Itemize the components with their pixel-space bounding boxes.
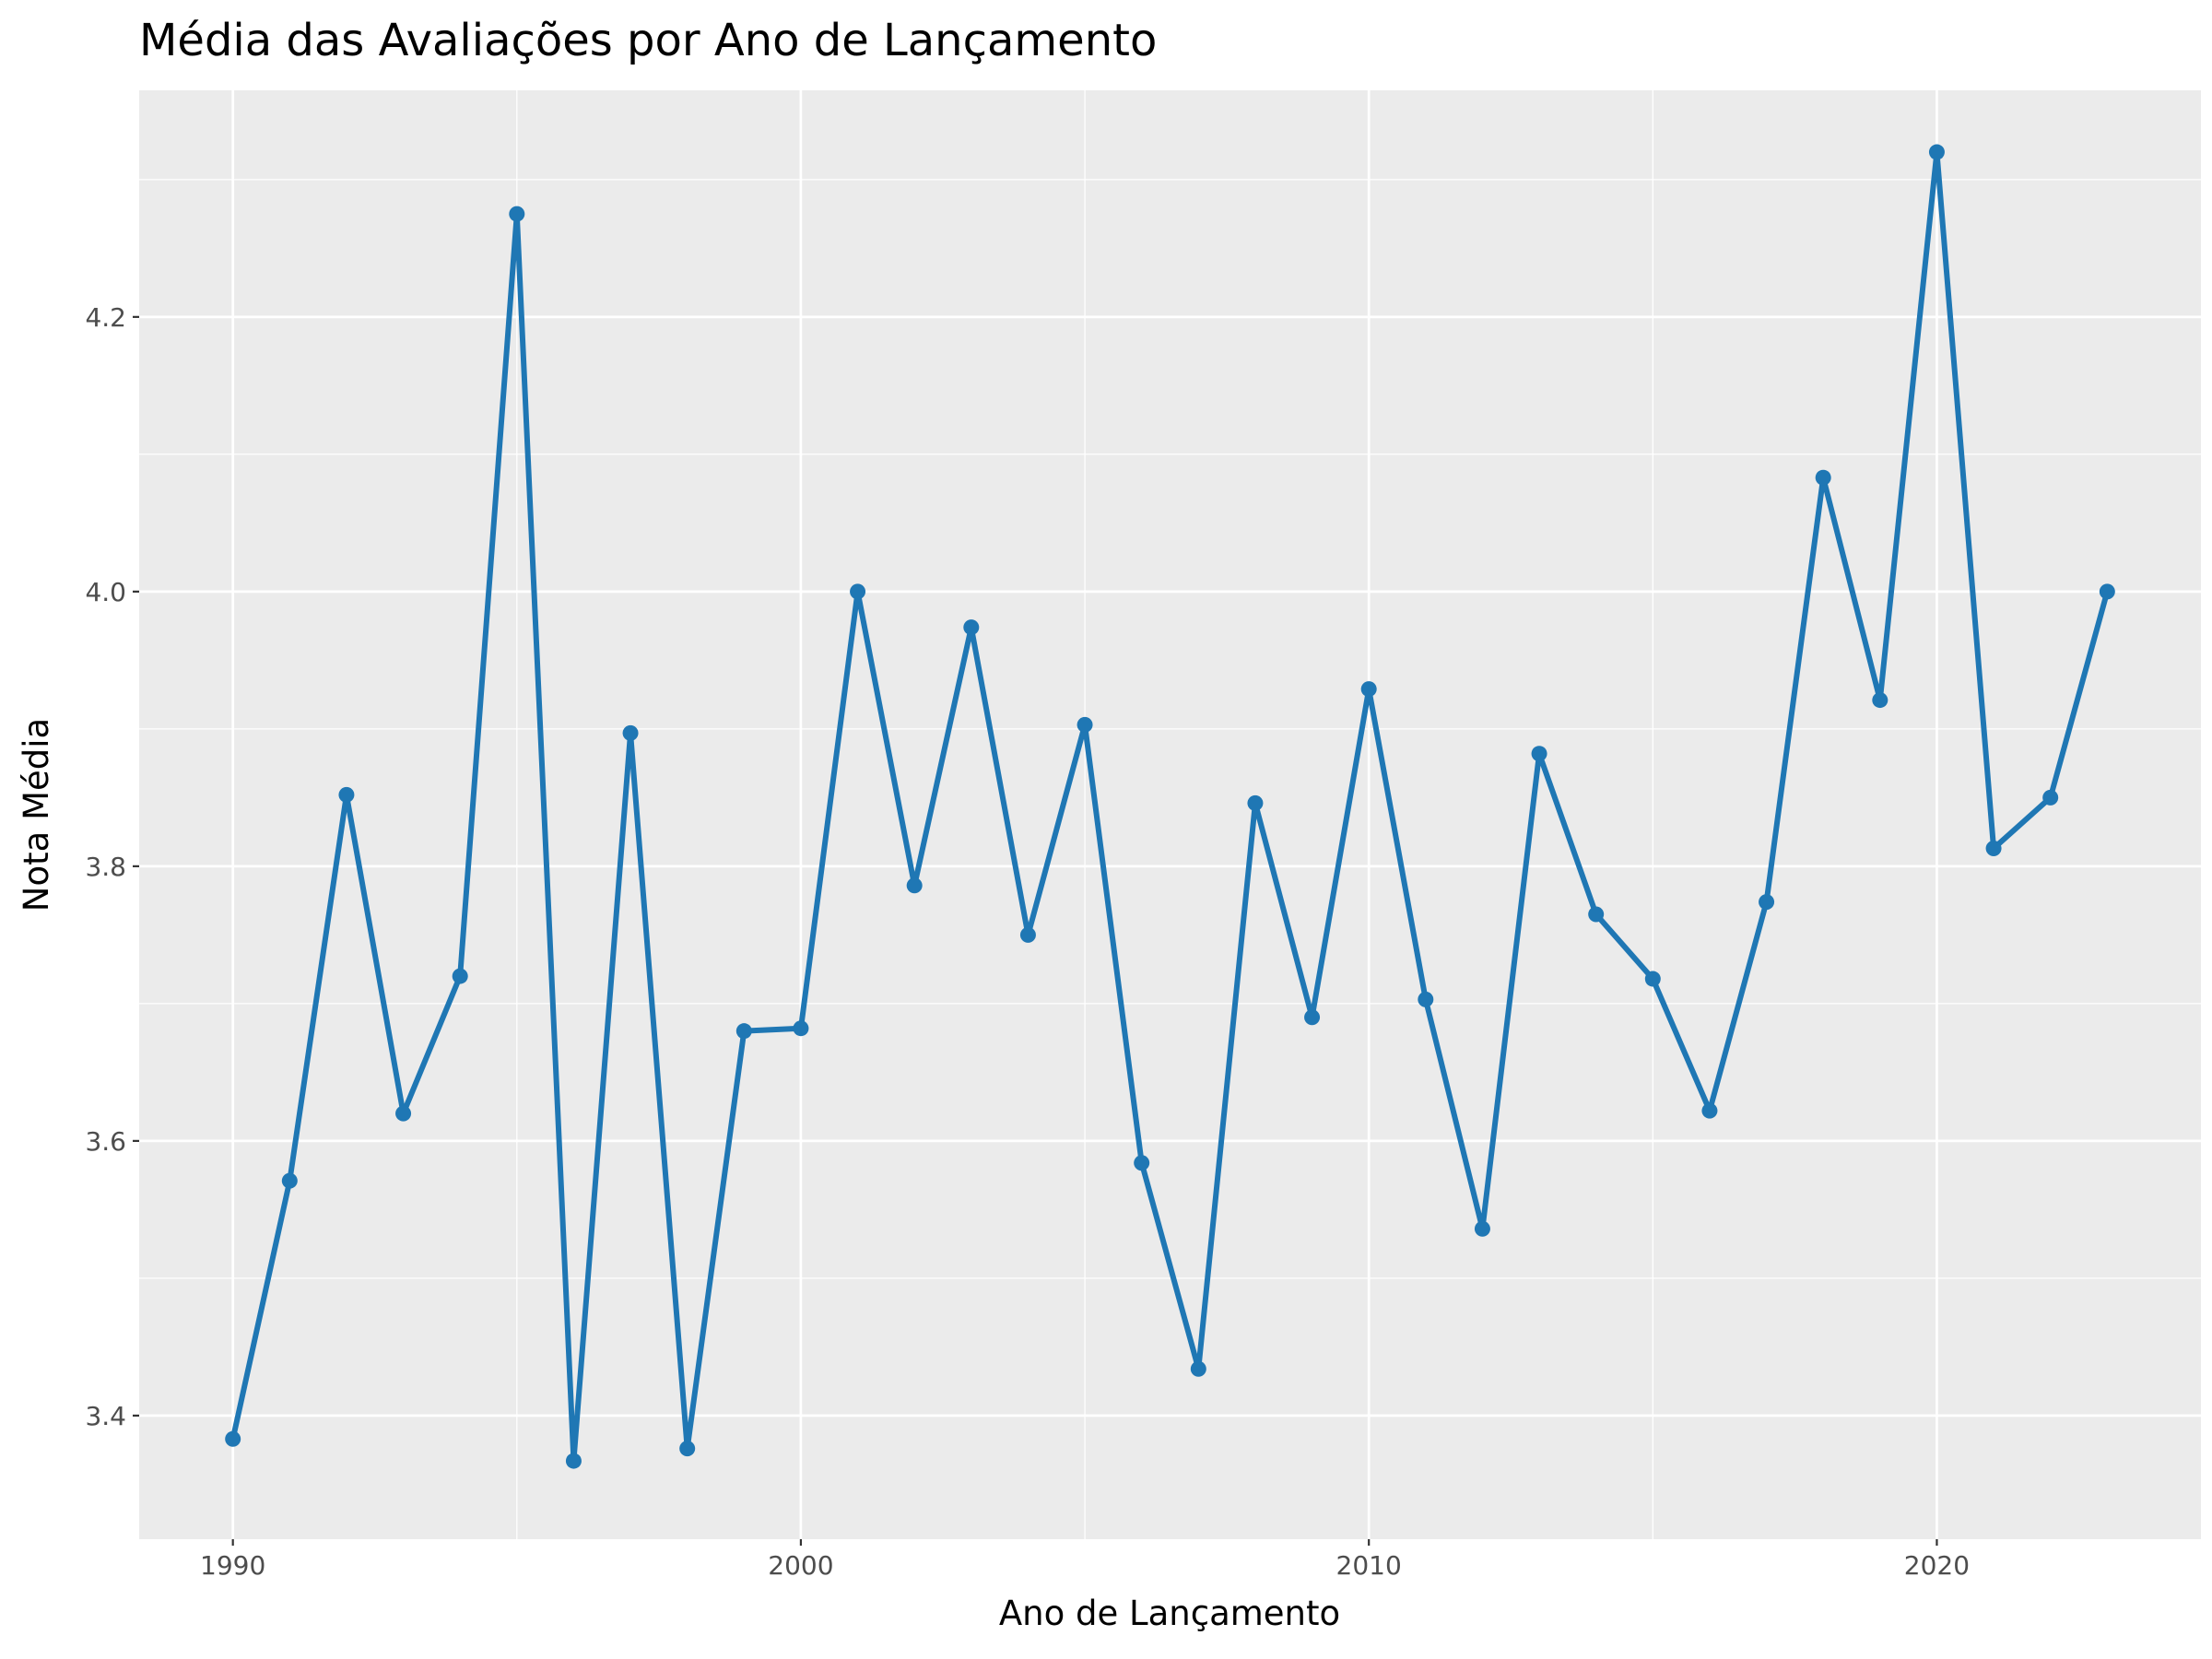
y-axis-title: Nota Média (17, 718, 56, 912)
x-axis: 1990 2000 2010 2020 (200, 1539, 1970, 1581)
y-tick-label: 4.2 (85, 302, 126, 333)
data-point (850, 583, 866, 600)
data-point (622, 724, 639, 741)
data-point (2099, 583, 2115, 600)
data-point (735, 1023, 752, 1040)
data-point (1077, 716, 1093, 733)
data-point (565, 1453, 582, 1469)
x-tick-label: 2010 (1336, 1550, 1402, 1581)
data-point (1474, 1220, 1490, 1237)
data-point (1360, 681, 1377, 698)
y-tick-label: 4.0 (85, 577, 126, 607)
data-point (2042, 789, 2059, 806)
y-tick-label: 3.4 (85, 1401, 126, 1431)
y-tick-label: 3.6 (85, 1126, 126, 1157)
data-point (1759, 894, 1775, 911)
minor-gridlines (139, 90, 2201, 1539)
data-point (1872, 692, 1888, 709)
data-point (452, 968, 468, 984)
data-point (1134, 1155, 1150, 1171)
plot-panel (139, 90, 2201, 1539)
data-point (509, 206, 525, 222)
data-point (1531, 746, 1547, 762)
data-point (1985, 841, 2002, 857)
data-point (1418, 991, 1434, 1007)
data-point (1019, 926, 1036, 943)
data-point (1644, 971, 1661, 987)
data-point (281, 1172, 298, 1189)
data-point (1588, 906, 1605, 923)
data-point (1304, 1009, 1321, 1026)
y-tick-label: 3.8 (85, 852, 126, 882)
x-axis-title: Ano de Lançamento (999, 1594, 1340, 1633)
data-point (1928, 144, 1945, 160)
data-point (225, 1430, 241, 1447)
data-point (906, 877, 923, 894)
chart-title: Média das Avaliações por Ano de Lançamen… (139, 15, 1157, 66)
x-tick-label: 2000 (768, 1550, 833, 1581)
data-point (1247, 794, 1264, 811)
data-point (1815, 469, 1831, 486)
data-point (1190, 1360, 1206, 1377)
data-point (395, 1105, 412, 1122)
series-line (229, 149, 2111, 1465)
x-tick-label: 2020 (1904, 1550, 1970, 1581)
data-point (793, 1020, 809, 1037)
data-point (1701, 1102, 1718, 1119)
y-axis: 3.4 3.6 3.8 4.0 4.2 (85, 302, 139, 1431)
major-gridlines (139, 90, 2201, 1539)
data-point (679, 1441, 696, 1457)
series-layer (225, 144, 2115, 1469)
data-point (963, 619, 980, 636)
x-tick-label: 1990 (200, 1550, 265, 1581)
data-point (338, 786, 355, 803)
